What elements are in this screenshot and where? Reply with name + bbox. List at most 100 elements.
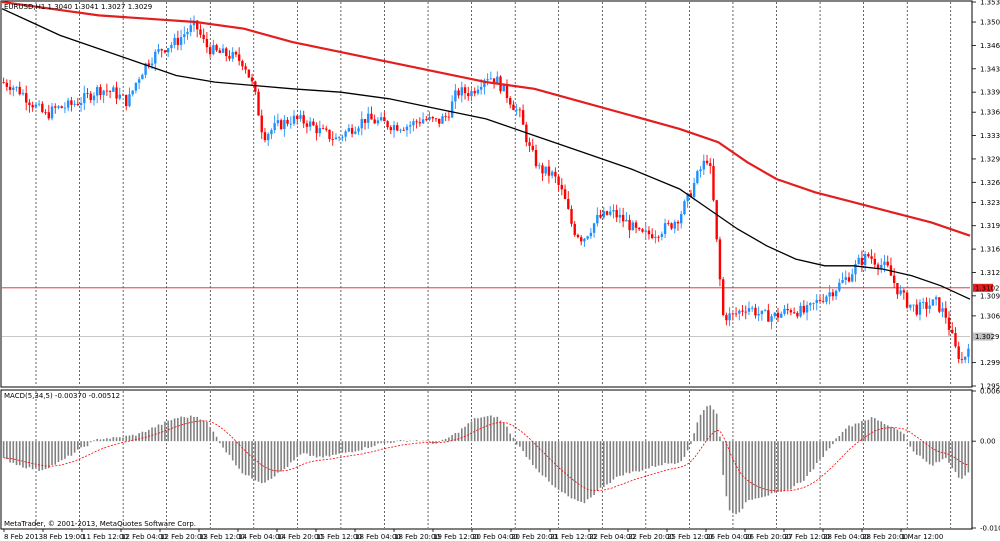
candle-body [880,264,883,269]
candle-body [667,223,670,224]
candle-body [631,222,635,231]
price-pane[interactable]: 1.3530 1.3500 1.3465 1.3430 1.3395 1.3365 1.33… [0,0,1000,391]
candle-body [237,54,241,61]
candle-body [434,118,438,120]
candle-body [857,257,860,265]
macd-tick-label: 0.00601 [980,388,1000,396]
candle-body [941,308,944,312]
price-tick-label: 1.3295 [980,155,1000,163]
candle-body [54,106,57,108]
candle-body [902,290,906,293]
candle-body [438,118,441,124]
candle-body [821,300,825,302]
candle-body [147,63,151,66]
candle-body [347,128,351,132]
candle-body [257,91,260,116]
candle-body [183,34,186,38]
candle-body [718,239,722,280]
candle-body [302,115,305,124]
candle-body [89,93,92,101]
candle-body [202,34,205,40]
current-price-tag-text: 1.3029 [975,333,1000,341]
candle-body [521,110,525,125]
candle-body [144,63,147,75]
candle-body [399,129,402,131]
candle-body [692,183,696,197]
horizontal-level-tag: 1.3102 [973,283,1000,292]
candle-body [396,125,399,131]
copyright-text: MetaTrader, © 2001-2013, MetaQuotes Soft… [4,520,196,528]
candle-body [276,120,280,124]
candle-body [789,310,793,313]
candle-body [95,87,99,96]
candle-body [770,316,773,322]
moving-average-fast [1,8,971,300]
candle-body [589,232,593,237]
price-tick-label: 1.3260 [980,179,1000,187]
candle-body [496,76,499,83]
time-tick-label: 14 Feb 04:00 [238,533,284,541]
candle-body [860,257,864,266]
candle-body [134,82,138,91]
candle-body [83,93,86,104]
candle-body [354,131,357,134]
candle-body [625,219,628,222]
candle-body [105,90,109,92]
horizontal-level-tag-text: 1.3102 [975,284,1000,292]
candle-body [221,48,225,53]
candle-body [241,60,244,67]
candle-body [609,211,612,215]
candle-body [421,119,425,124]
candle-body [383,117,386,122]
candle-body [247,69,251,78]
macd-pane-frame [0,389,973,530]
candlesticks [2,15,970,364]
candle-body [831,292,835,297]
candle-body [305,123,309,127]
candle-body [31,105,34,108]
candle-body [634,222,638,228]
candle-body [392,125,396,131]
candle-body [199,29,202,35]
candle-body [576,234,580,238]
candle-body [922,302,925,303]
price-tick-label: 1.3125 [980,269,1000,277]
candle-body [483,80,486,87]
candle-body [360,119,363,129]
candle-body [825,296,828,302]
candle-body [418,122,422,124]
macd-pane[interactable]: 0.00601 0.00 -0.0104 MACD(5,34,5) -0.00370… [0,388,1000,533]
candle-body [596,214,599,224]
candle-body [260,115,263,133]
candle-body [583,238,586,242]
candle-body [728,313,731,321]
candle-body [76,103,80,105]
candle-body [773,312,776,317]
candle-body [108,91,112,92]
candle-body [160,49,163,51]
candle-body [557,176,560,185]
candle-body [715,200,718,240]
candle-body [5,82,9,87]
candle-body [350,128,354,134]
candle-body [154,51,157,64]
candle-body [592,223,596,233]
candle-body [279,120,283,130]
candle-body [586,236,589,239]
time-tick-label: 8 Feb 2013 [4,533,43,541]
candle-body [492,78,496,83]
candle-body [670,223,673,229]
price-tick-label: 1.3195 [980,222,1000,230]
candle-body [63,107,67,109]
candle-body [344,131,347,137]
candle-body [841,280,844,283]
candle-body [289,123,292,125]
candle-body [744,311,747,313]
candle-body [34,104,38,108]
candle-body [615,210,618,218]
candle-body [663,223,667,235]
candle-body [686,193,689,202]
candle-body [954,333,957,347]
candle-body [796,312,799,317]
